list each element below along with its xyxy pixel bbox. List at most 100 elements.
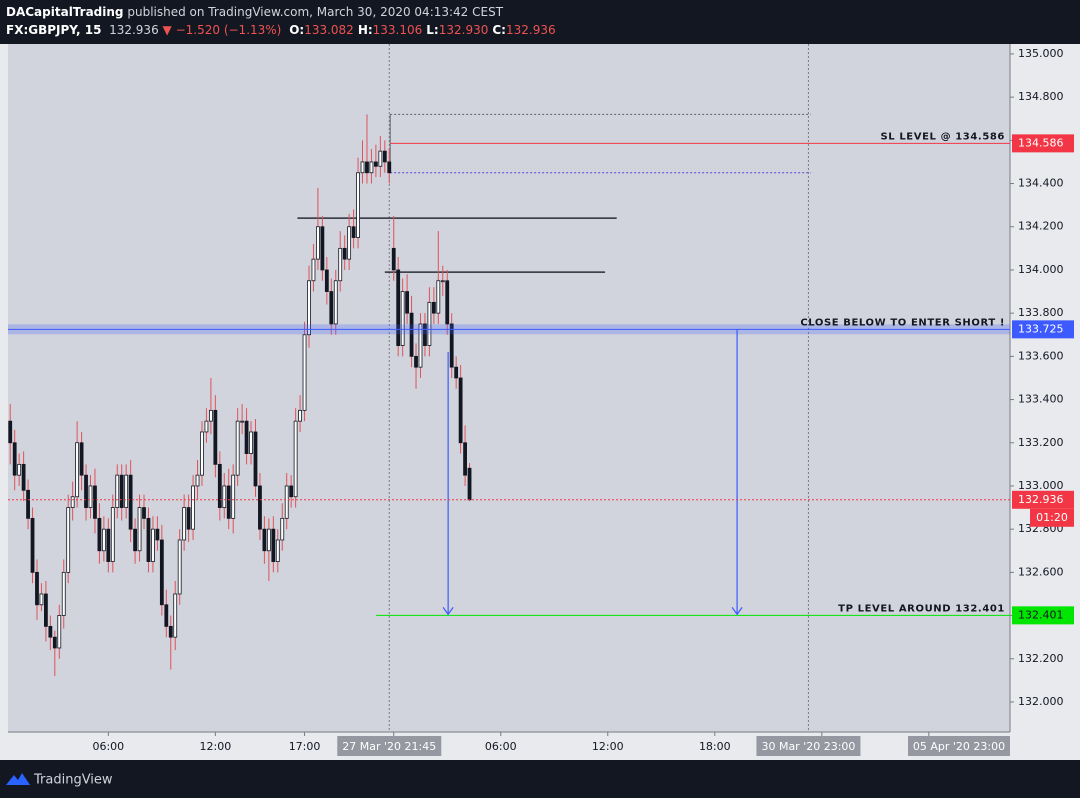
candle-body (146, 517, 151, 562)
candle-body (284, 485, 289, 519)
candle-body (231, 474, 236, 519)
candle-body (226, 485, 231, 519)
last-price-label: 132.936 (1018, 493, 1064, 506)
candle-body (249, 431, 253, 454)
y-tick-label: 134.000 (1018, 263, 1064, 276)
candle-body (182, 507, 187, 541)
candle-body (414, 355, 418, 368)
level-note: SL LEVEL @ 134.586 (880, 131, 1005, 142)
candle-body (382, 150, 387, 163)
candle-body (44, 593, 48, 627)
candle-body (356, 172, 360, 238)
level-label: 132.401 (1018, 608, 1064, 621)
candle-body (61, 571, 66, 616)
candle-body (173, 593, 178, 638)
candle-body (467, 467, 472, 501)
candle-body (445, 280, 450, 325)
y-tick-label: 134.800 (1018, 90, 1064, 103)
y-tick-label: 132.200 (1018, 652, 1064, 665)
time-marker-bg (756, 736, 861, 756)
candle-body (217, 463, 222, 508)
candle-body (333, 280, 338, 325)
candle-body (436, 280, 441, 314)
candle-body (427, 301, 432, 346)
candle-body (26, 489, 30, 519)
header-line: FX:GBPJPY, 15 132.936 ▼ −1.520 (−1.13%) … (6, 23, 556, 37)
candle-body (258, 485, 262, 530)
candle-body (79, 442, 84, 476)
candle-body (311, 258, 316, 282)
candle-body (266, 528, 271, 552)
candle-body (8, 420, 13, 444)
candle-body (360, 161, 365, 174)
candle-body (186, 507, 191, 530)
x-tick-label: 18:00 (699, 740, 731, 753)
candle-body (48, 625, 53, 638)
down-arrow: ▼ (162, 23, 172, 37)
footer (0, 760, 1080, 798)
y-tick-label: 135.000 (1018, 47, 1064, 60)
candle-body (369, 161, 374, 174)
x-tick-label: 12:00 (200, 740, 232, 753)
candle-body (431, 301, 436, 314)
candle-body (35, 571, 39, 606)
candle-body (52, 636, 57, 649)
ohlc-key: O: (289, 23, 305, 37)
candle-body (208, 409, 213, 422)
candle-body (351, 226, 356, 238)
candle-body (449, 323, 454, 368)
y-tick-label: 133.600 (1018, 349, 1064, 362)
candle-body (253, 431, 258, 487)
ohlc-value: 132.930 (438, 23, 489, 37)
countdown-bg (1030, 508, 1074, 527)
y-tick-label: 133.800 (1018, 306, 1064, 319)
candle-body (235, 420, 240, 476)
candle-body (262, 528, 267, 552)
candle-body (128, 474, 133, 530)
candle-body (151, 528, 155, 562)
candle-body (75, 442, 80, 498)
symbol: FX:GBPJPY, 15 (6, 23, 102, 37)
level-label: 134.586 (1018, 136, 1064, 149)
published: published on TradingView.com, March 30, … (127, 5, 504, 19)
candle-body (244, 420, 249, 454)
candle-body (93, 485, 97, 519)
candle-body (84, 474, 88, 508)
header-line: DACapitalTrading published on TradingVie… (6, 5, 503, 19)
candle-body (142, 507, 146, 519)
ohlc-key: H: (357, 23, 373, 37)
ohlc-key: L: (426, 23, 439, 37)
candle-body (409, 312, 414, 357)
end-label: 05 Apr '20 23:00 (913, 740, 1005, 753)
level-label-bg (1012, 320, 1074, 339)
candle-body (373, 161, 378, 167)
logo (6, 773, 30, 785)
candle-body (347, 226, 352, 260)
candle-body (396, 269, 401, 346)
candle-body (298, 409, 302, 422)
x-tick-label: 17:00 (289, 740, 321, 753)
candle-body (30, 517, 35, 573)
candle-body (88, 485, 93, 508)
candle-body (124, 474, 129, 508)
header: DACapitalTrading published on TradingVie… (0, 0, 1080, 44)
y-tick-label: 134.200 (1018, 220, 1064, 233)
candle-body (454, 366, 459, 379)
brand: TradingView (33, 773, 113, 788)
candle-body (119, 474, 124, 508)
candle-body (307, 280, 311, 336)
candle-body (21, 463, 26, 491)
level-label-bg (1012, 134, 1074, 153)
candle-body (17, 463, 22, 476)
candle-body (70, 496, 75, 508)
candle-body (280, 517, 285, 541)
candle-body (66, 507, 71, 573)
arrow-head (442, 607, 454, 616)
author: DACapitalTrading (6, 5, 124, 19)
candle-body (463, 442, 467, 476)
level-note: CLOSE BELOW TO ENTER SHORT ! (800, 317, 1005, 328)
y-tick-label: 132.600 (1018, 565, 1064, 578)
candle-body (133, 528, 137, 552)
